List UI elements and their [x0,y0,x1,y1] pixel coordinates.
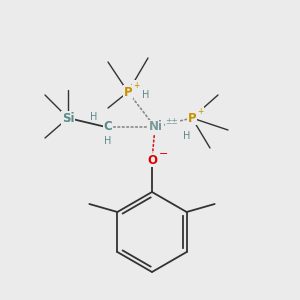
Text: Si: Si [62,112,74,124]
Text: O: O [147,154,157,166]
Text: P: P [124,85,132,98]
Text: Ni: Ni [149,121,163,134]
Text: H: H [104,136,112,146]
Text: ±±: ±± [166,116,178,125]
Text: +: + [197,106,203,116]
Text: −: − [159,149,169,159]
Text: H: H [183,131,191,141]
Text: H: H [142,90,150,100]
Text: C: C [103,121,112,134]
Text: +: + [133,80,139,89]
Text: H: H [90,112,98,122]
Text: P: P [188,112,196,124]
